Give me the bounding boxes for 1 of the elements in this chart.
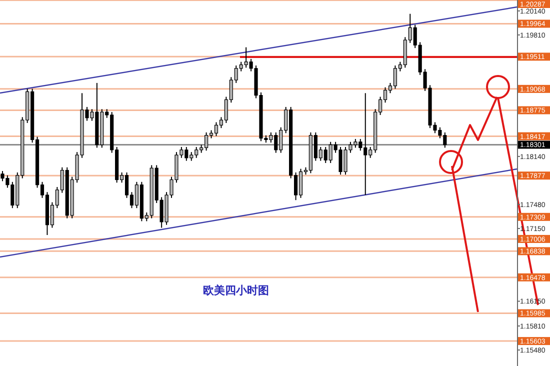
text: 欧美四小时图 [203,284,269,297]
